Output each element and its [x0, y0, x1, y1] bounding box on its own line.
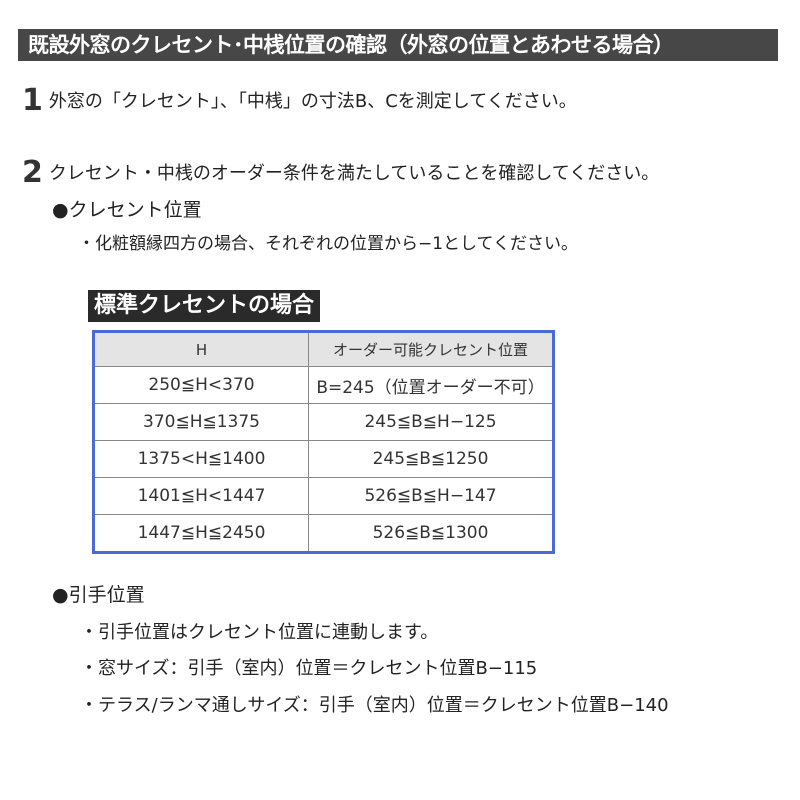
table-row: 1375<H≦1400 245≦B≦1250 [95, 440, 552, 478]
step-number: 1 [22, 83, 43, 118]
step-number: 2 [22, 155, 43, 190]
cell-position: 245≦B≦H−125 [308, 403, 552, 441]
cell-position: 245≦B≦1250 [308, 440, 552, 478]
table-row: 370≦H≦1375 245≦B≦H−125 [95, 403, 552, 441]
cell-position: 526≦B≦H−147 [308, 477, 552, 515]
step-2: 2 クレセント・中桟のオーダー条件を満たしていることを確認してください。 [22, 158, 660, 188]
table-header-row: H オーダー可能クレセント位置 [95, 333, 552, 367]
crescent-note: ・化粧額縁四方の場合、それぞれの位置から−1としてください。 [78, 234, 579, 254]
cell-h: 370≦H≦1375 [95, 403, 309, 441]
crescent-heading: ●クレセント位置 [52, 199, 202, 221]
cell-h: 1401≦H<1447 [95, 477, 309, 515]
header-h: H [95, 333, 309, 367]
step-text: クレセント・中桟のオーダー条件を満たしていることを確認してください。 [48, 163, 660, 184]
header-position: オーダー可能クレセント位置 [308, 333, 552, 367]
table-label: 標準クレセントの場合 [88, 290, 321, 322]
section-title: 既設外窓のクレセント･中桟位置の確認（外窓の位置とあわせる場合） [18, 29, 778, 61]
cell-position: B=245（位置オーダー不可） [308, 366, 552, 404]
cell-h: 1447≦H≦2450 [95, 514, 309, 551]
table-row: 250≦H<370 B=245（位置オーダー不可） [95, 366, 552, 404]
handle-note: ・窓サイズ：引手（室内）位置＝クレセント位置B−115 [80, 658, 538, 679]
handle-heading: ●引手位置 [52, 584, 145, 606]
table-row: 1401≦H<1447 526≦B≦H−147 [95, 477, 552, 515]
handle-note: ・テラス/ランマ通しサイズ：引手（室内）位置＝クレセント位置B−140 [80, 695, 669, 716]
table-row: 1447≦H≦2450 526≦B≦1300 [95, 514, 552, 551]
cell-h: 250≦H<370 [95, 366, 309, 404]
handle-note: ・引手位置はクレセント位置に連動します。 [80, 622, 439, 643]
cell-h: 1375<H≦1400 [95, 440, 309, 478]
crescent-table: H オーダー可能クレセント位置 250≦H<370 B=245（位置オーダー不可）… [92, 330, 555, 554]
step-text: 外窓の「クレセント」、「中桟」の寸法B、Cを測定してください。 [48, 91, 577, 112]
step-1: 1 外窓の「クレセント」、「中桟」の寸法B、Cを測定してください。 [22, 86, 577, 116]
cell-position: 526≦B≦1300 [308, 514, 552, 551]
